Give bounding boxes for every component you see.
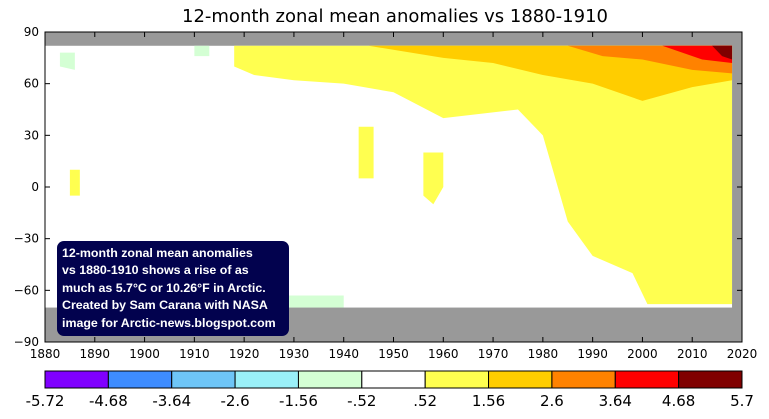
annotation-line-4: Created by Sam Carana with NASA	[62, 298, 268, 313]
x-tick-label: 1980	[528, 347, 559, 361]
x-tick-label: 2000	[627, 347, 658, 361]
negative-anomaly-patch	[59, 52, 75, 70]
very-strong-anomaly-region	[662, 45, 733, 63]
positive-anomaly-patch	[69, 169, 80, 196]
y-tick-label: 0	[31, 180, 39, 194]
colorbar-tick-label: -1.56	[279, 392, 318, 410]
colorbar-tick-label: .52	[413, 392, 437, 410]
x-tick-label: 1990	[577, 347, 608, 361]
colorbar-tick-label: 5.7	[730, 392, 754, 410]
colorbar-tick-label: 2.6	[540, 392, 564, 410]
x-tick-label: 1890	[80, 347, 111, 361]
negative-anomaly-patch	[194, 45, 210, 57]
y-tick-label: −60	[14, 283, 39, 297]
colorbar-tick-label: 3.64	[599, 392, 632, 410]
colorbar-tick-label: -4.68	[89, 392, 128, 410]
negative-anomaly-patch	[283, 295, 344, 308]
colorbar-swatch	[424, 370, 490, 389]
y-axis: 90 60 30 0 −30 −60 −90	[14, 25, 742, 349]
y-tick-label: 60	[24, 77, 39, 91]
chart-title: 12-month zonal mean anomalies vs 1880-19…	[182, 6, 608, 27]
extreme-anomaly-region	[712, 45, 733, 60]
colorbar-swatch	[678, 370, 743, 389]
x-tick-label: 1880	[30, 347, 61, 361]
annotation-box: 12-month zonal mean anomalies vs 1880-19…	[57, 241, 289, 336]
colorbar-swatch	[171, 370, 236, 389]
x-tick-label: 2010	[677, 347, 708, 361]
x-tick-label: 1940	[328, 347, 359, 361]
x-tick-label: 1910	[179, 347, 210, 361]
colorbar-tick-label: 1.56	[472, 392, 505, 410]
colorbar-swatch	[297, 370, 363, 389]
positive-anomaly-region	[234, 45, 733, 305]
colorbar-swatch	[361, 370, 426, 389]
colorbar-tick-label: -3.64	[152, 392, 191, 410]
y-tick-label: −90	[14, 335, 39, 349]
positive-anomaly-patch	[423, 152, 444, 205]
colorbar-tick-label: -.52	[347, 392, 376, 410]
annotation-line-2: vs 1880-1910 shows a rise of as	[62, 263, 249, 278]
y-tick-label: −30	[14, 232, 39, 246]
colorbar-swatch	[234, 370, 299, 389]
x-tick-label: 1970	[478, 347, 509, 361]
y-tick-label: 90	[24, 25, 39, 39]
x-axis: 1880 1890 1900 1910 1920 1930 1940 1950 1960 1970…	[30, 32, 758, 361]
colorbar-swatch	[44, 370, 109, 389]
x-tick-label: 1930	[279, 347, 310, 361]
x-tick-label: 1900	[129, 347, 160, 361]
colorbar-tick-label: 4.68	[662, 392, 695, 410]
colorbar-swatch	[107, 370, 173, 389]
colorbar: -5.72 -4.68 -3.64 -2.6 -1.56 -.52 .52 1.56 2.6 3.…	[26, 370, 754, 410]
moderate-anomaly-region	[368, 45, 733, 101]
x-tick-label: 2020	[727, 347, 758, 361]
colorbar-swatch	[614, 370, 680, 389]
colorbar-swatch	[551, 370, 616, 389]
annotation-line-3: much as 5.7°C or 10.26°F in Arctic.	[62, 280, 266, 295]
x-tick-label: 1960	[428, 347, 459, 361]
positive-anomaly-patch	[358, 126, 374, 179]
x-tick-label: 1950	[378, 347, 409, 361]
y-tick-label: 30	[24, 128, 39, 142]
x-tick-label: 1920	[229, 347, 260, 361]
annotation-line-1: 12-month zonal mean anomalies	[62, 246, 253, 260]
annotation-line-5: image for Arctic-news.blogspot.com	[62, 315, 276, 330]
colorbar-tick-label: -5.72	[26, 392, 65, 410]
colorbar-swatch	[488, 370, 553, 389]
colorbar-tick-label: -2.6	[220, 392, 249, 410]
